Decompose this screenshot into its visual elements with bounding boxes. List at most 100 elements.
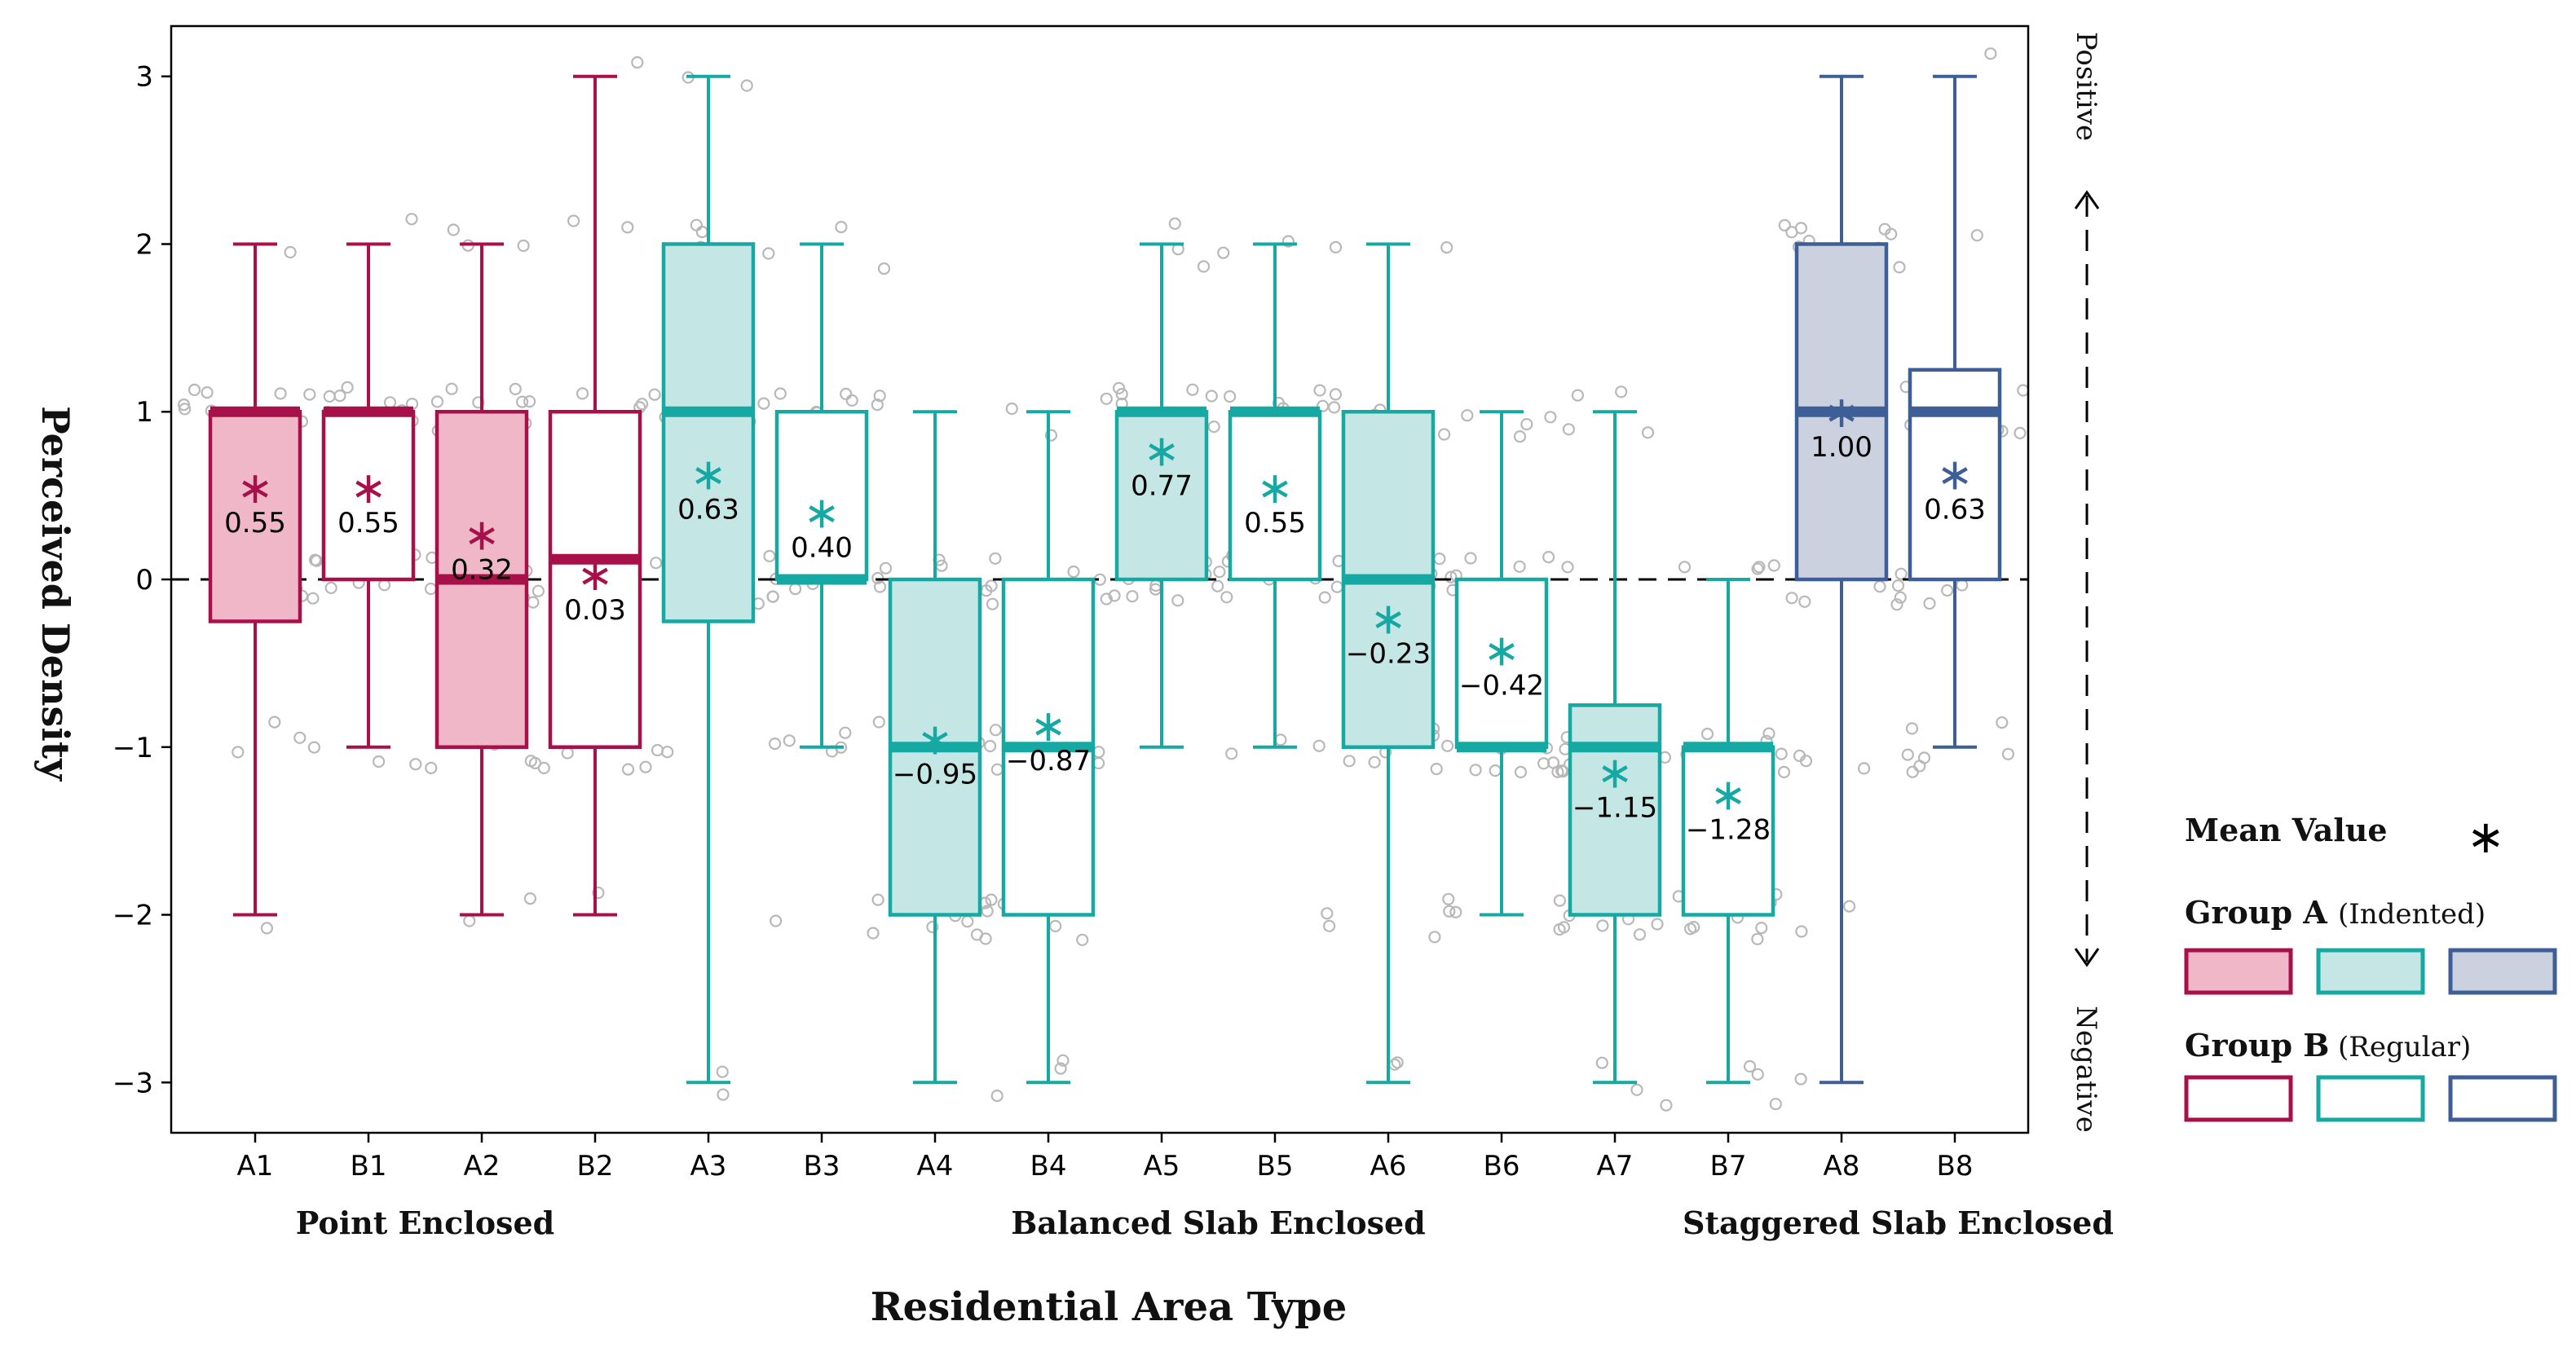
jitter-point bbox=[769, 914, 783, 927]
jitter-point bbox=[1777, 765, 1791, 779]
jitter-point bbox=[872, 716, 885, 729]
y-tick-label: −1 bbox=[112, 732, 153, 764]
jitter-point bbox=[324, 581, 337, 595]
legend-group-b-title: Group B bbox=[2185, 1027, 2329, 1064]
jitter-point bbox=[430, 395, 444, 408]
x-axis-title: Residential Area Type bbox=[871, 1284, 1347, 1330]
jitter-point bbox=[523, 892, 537, 905]
jitter-point bbox=[1778, 218, 1791, 231]
jitter-point bbox=[1941, 584, 1954, 597]
jitter-point bbox=[981, 905, 994, 918]
x-tick-label: A6 bbox=[1370, 1150, 1407, 1182]
jitter-point bbox=[515, 395, 529, 408]
jitter-point bbox=[509, 382, 522, 395]
jitter-point bbox=[1329, 388, 1343, 401]
y-tick-label: 1 bbox=[135, 396, 153, 429]
legend-group-a-swatches bbox=[2184, 948, 2557, 995]
mean-marker-icon: ∗ bbox=[1823, 386, 1859, 438]
jitter-point bbox=[1630, 1083, 1643, 1096]
jitter-point bbox=[1544, 411, 1557, 424]
mean-marker-icon: ∗ bbox=[1709, 768, 1746, 820]
jitter-point bbox=[1327, 401, 1341, 414]
box-b8: ∗0.63 bbox=[1908, 74, 2002, 749]
y-tick-label: 2 bbox=[135, 228, 153, 261]
jitter-point bbox=[1067, 565, 1080, 579]
jitter-point bbox=[690, 218, 703, 231]
jitter-point bbox=[639, 760, 652, 773]
jitter-point bbox=[840, 387, 853, 400]
jitter-point bbox=[986, 597, 999, 610]
x-tick-label: B4 bbox=[1030, 1150, 1067, 1182]
x-tick-label: B3 bbox=[804, 1150, 840, 1182]
jitter-point bbox=[1313, 384, 1326, 397]
jitter-point bbox=[1318, 591, 1331, 604]
jitter-point bbox=[284, 245, 297, 259]
jitter-point bbox=[425, 761, 438, 775]
box-iqr bbox=[1908, 368, 2002, 582]
jitter-point bbox=[763, 549, 776, 563]
box-b5: ∗0.55 bbox=[1228, 242, 1322, 749]
jitter-point bbox=[1542, 550, 1555, 564]
jitter-point bbox=[1553, 923, 1566, 936]
jitter-point bbox=[961, 915, 974, 928]
jitter-point bbox=[621, 763, 635, 776]
mean-marker-icon: ∗ bbox=[1483, 624, 1520, 676]
mean-label: 0.55 bbox=[337, 507, 399, 539]
jitter-point bbox=[1368, 755, 1381, 768]
jitter-point bbox=[383, 396, 397, 409]
jitter-point bbox=[567, 214, 580, 227]
jitter-point bbox=[871, 893, 884, 906]
jitter-point bbox=[1430, 762, 1443, 776]
jitter-point bbox=[835, 221, 848, 234]
jitter-point bbox=[1956, 579, 1969, 592]
mean-label: 0.40 bbox=[791, 532, 853, 565]
jitter-point bbox=[695, 226, 708, 239]
jitter-point bbox=[1489, 764, 1502, 777]
jitter-point bbox=[293, 731, 307, 744]
legend-group-a-note: (Indented) bbox=[2338, 898, 2486, 931]
jitter-point bbox=[979, 932, 992, 945]
jitter-point bbox=[1054, 1062, 1067, 1075]
legend-mean-asterisk-icon: ∗ bbox=[2467, 811, 2505, 864]
jitter-point bbox=[307, 741, 320, 754]
mean-marker-icon: ∗ bbox=[690, 448, 726, 500]
x-tick-label: B5 bbox=[1257, 1150, 1294, 1182]
jitter-point bbox=[1555, 764, 1568, 777]
jitter-point bbox=[1751, 932, 1764, 945]
jitter-point bbox=[877, 262, 891, 275]
mean-label: 0.77 bbox=[1131, 470, 1193, 503]
jitter-point bbox=[631, 55, 644, 69]
jitter-point bbox=[424, 582, 438, 596]
legend-mean-title: Mean Value bbox=[2185, 812, 2388, 848]
category-group-label: Balanced Slab Enclosed bbox=[1011, 1204, 1426, 1241]
jitter-point bbox=[1513, 560, 1526, 573]
jitter-point bbox=[766, 590, 779, 603]
box-a8: ∗1.00 bbox=[1794, 74, 1889, 1085]
jitter-point bbox=[989, 724, 1003, 737]
jitter-point bbox=[308, 553, 322, 566]
mean-label: −0.95 bbox=[893, 758, 977, 791]
box-iqr bbox=[548, 409, 642, 750]
side-axis-arrow-up-icon bbox=[2074, 190, 2100, 209]
jitter-point bbox=[1520, 417, 1533, 431]
jitter-point bbox=[788, 582, 802, 596]
jitter-point bbox=[447, 223, 460, 236]
jitter-point bbox=[517, 239, 530, 253]
jitter-point bbox=[1186, 383, 1199, 396]
jitter-point bbox=[1437, 428, 1451, 441]
jitter-point bbox=[323, 390, 336, 403]
jitter-point bbox=[1108, 589, 1121, 602]
jitter-point bbox=[1553, 894, 1567, 907]
jitter-point bbox=[1843, 900, 1856, 913]
y-tick-label: 0 bbox=[135, 564, 153, 597]
box-b4: ∗−0.87 bbox=[1001, 410, 1096, 1085]
jitter-point bbox=[1984, 47, 1997, 60]
legend-swatch-a bbox=[2448, 948, 2557, 995]
jitter-point bbox=[926, 920, 939, 934]
jitter-point bbox=[1281, 235, 1295, 248]
jitter-point bbox=[1906, 765, 1919, 778]
mean-marker-icon: ∗ bbox=[916, 713, 953, 764]
jitter-point bbox=[650, 557, 663, 570]
mean-label: 0.55 bbox=[1244, 507, 1306, 539]
